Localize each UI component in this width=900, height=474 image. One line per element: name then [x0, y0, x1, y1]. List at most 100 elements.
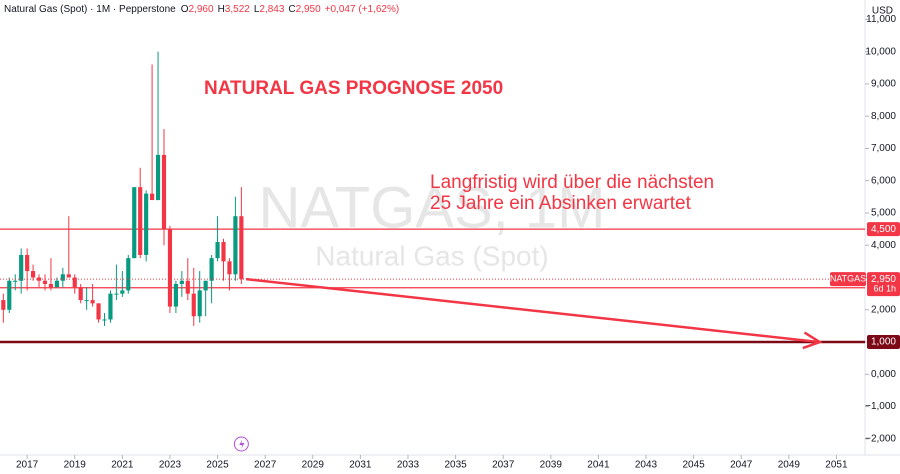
candle-body [239, 216, 244, 280]
candle-body [42, 280, 48, 284]
candle-body [155, 154, 161, 201]
ohlc-label: H [218, 4, 225, 15]
candle-body [126, 258, 131, 291]
candle-body [185, 280, 190, 294]
candle-body [203, 280, 208, 291]
ohlc-value: 3,522 [225, 4, 250, 15]
x-tick-label: 2041 [587, 460, 610, 471]
candle-body [102, 319, 107, 321]
arrow-head [802, 331, 823, 350]
x-tick-label: 2047 [730, 460, 753, 471]
candle-body [1, 300, 6, 310]
x-tick-label: 2021 [111, 460, 134, 471]
price-label: 4,500 [871, 224, 896, 235]
y-tick-label: 2,000 [871, 304, 896, 315]
y-tick-label: −2,000 [865, 434, 896, 445]
x-tick-label: 2017 [16, 460, 39, 471]
ohlc-label: L [254, 4, 260, 15]
y-tick-label: 8,000 [871, 111, 896, 122]
candle-body [191, 293, 196, 317]
annotation: 25 Jahre ein Absinken erwartet [430, 193, 692, 214]
candle-body [233, 216, 238, 275]
watermark-name: Natural Gas (Spot) [315, 240, 548, 271]
candle-body [138, 187, 143, 255]
annotation: Langfristig wird über die nächsten [430, 172, 714, 193]
ohlc-label: C [288, 4, 295, 15]
candle-body [167, 229, 173, 307]
candle-body [132, 187, 137, 259]
price-label-box [867, 222, 900, 237]
ohlc-label: O [181, 4, 189, 15]
y-tick-label: 6,000 [871, 175, 896, 186]
x-tick-label: 2037 [492, 460, 515, 471]
last-price-box [867, 272, 900, 297]
candle-body [161, 154, 167, 230]
x-tick-label: 2045 [682, 460, 705, 471]
x-tick-label: 2027 [254, 460, 277, 471]
candle-body [209, 258, 214, 281]
candle-body [60, 274, 65, 281]
price-label-box [867, 335, 900, 350]
candle-body [72, 277, 77, 288]
candle-body [173, 283, 178, 307]
header: Natural Gas (Spot) · 1M · Pepperstone O2,… [4, 4, 399, 15]
countdown: 6d 1h [873, 284, 896, 294]
candle-body [90, 300, 95, 304]
x-tick-label: 2029 [302, 460, 325, 471]
last-price-label: 2,950 [871, 274, 896, 285]
header-title: Natural Gas (Spot) · 1M · Pepperstone [4, 4, 176, 15]
ohlc-value: 2,960 [189, 4, 214, 15]
symbol-box [830, 272, 866, 287]
candle-body [48, 283, 54, 288]
chart-title: NATURAL GAS PROGNOSE 2050 [204, 78, 503, 99]
candle-body [54, 280, 59, 288]
price-label: 1,000 [871, 337, 896, 348]
candle-body [13, 280, 18, 282]
x-tick-label: 2031 [349, 460, 372, 471]
x-tick-label: 2051 [825, 460, 848, 471]
candle-body [114, 293, 119, 295]
candle-body [7, 280, 12, 310]
y-tick-label: 9,000 [871, 79, 896, 90]
candle-body [197, 290, 202, 317]
candle-body [150, 193, 155, 201]
x-tick-label: 2043 [635, 460, 658, 471]
candle-body [120, 290, 125, 294]
x-tick-label: 2035 [444, 460, 467, 471]
candle-body [78, 287, 83, 301]
ohlc-value: 2,950 [296, 4, 321, 15]
y-tick-label: 7,000 [871, 143, 896, 154]
x-tick-label: 2039 [540, 460, 563, 471]
candle-body [227, 261, 232, 275]
symbol-label: NATGAS [830, 274, 866, 284]
candle-body [25, 254, 30, 272]
event-bolt [239, 439, 245, 449]
candle-body [108, 293, 113, 320]
header-change: +0,047 (+1,62%) [325, 4, 400, 15]
y-tick-label: 11,000 [866, 14, 896, 25]
y-tick-label: 5,000 [871, 208, 896, 219]
candle-body [179, 280, 184, 284]
x-tick-label: 2049 [778, 460, 801, 471]
candle-body [215, 242, 220, 259]
y-tick-label: −1,000 [865, 401, 896, 412]
x-tick-label: 2033 [397, 460, 420, 471]
candle-body [144, 193, 149, 255]
candle-body [96, 303, 101, 320]
y-tick-label: 4,000 [871, 240, 896, 251]
y-tick-label: 10,000 [865, 46, 896, 57]
x-tick-label: 2025 [206, 460, 229, 471]
x-tick-label: 2023 [159, 460, 182, 471]
forecast-arrow [245, 277, 820, 344]
ohlc-value: 2,843 [259, 4, 284, 15]
candle-body [84, 300, 89, 302]
candle-body [19, 254, 24, 281]
candle-body [221, 242, 226, 262]
y-tick-label: 0,000 [871, 369, 896, 380]
candle-body [66, 274, 71, 278]
currency: USD [872, 6, 893, 17]
candle-body [31, 271, 36, 278]
x-tick-label: 2019 [64, 460, 87, 471]
